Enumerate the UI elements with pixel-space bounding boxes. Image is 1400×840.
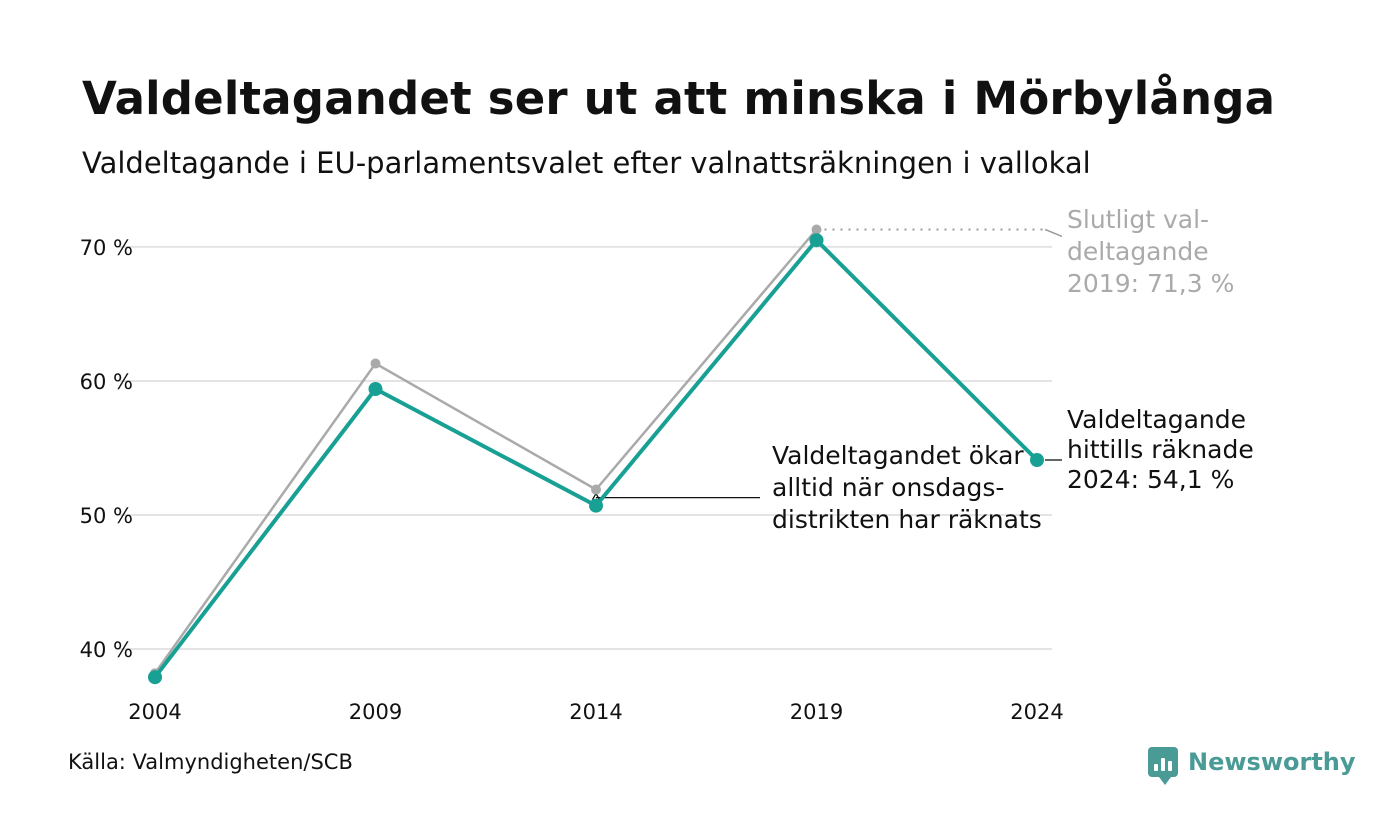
source-note: Källa: Valmyndigheten/SCB — [68, 750, 353, 774]
chart-subtitle: Valdeltagande i EU-parlamentsvalet efter… — [82, 146, 1091, 180]
final-2019-leader — [1044, 228, 1063, 238]
annotation-final-2019: Slutligt val-deltagande 2019: 71,3 % — [1067, 205, 1234, 298]
annotation-current-2024: Valdeltagande hittills räknade 2024: 54,1 … — [1067, 405, 1254, 494]
y-axis: 40 % 50 % 60 % 70 % — [80, 236, 133, 662]
point-final-2009 — [370, 358, 381, 369]
chart-title: Valdeltagandet ser ut att minska i Mörby… — [82, 72, 1276, 125]
gridlines — [118, 245, 1052, 651]
point-final-2019 — [811, 224, 822, 235]
point-election-night-2019 — [809, 233, 824, 248]
x-tick-label: 2004 — [128, 700, 181, 724]
y-tick-label: 50 % — [80, 504, 133, 528]
y-tick-label: 40 % — [80, 638, 133, 662]
y-tick-label: 60 % — [80, 370, 133, 394]
point-final-2014 — [591, 484, 601, 495]
annotation-wednesday-districts: Valdeltagandet ökar alltid när onsdags-di… — [772, 441, 1042, 534]
x-tick-label: 2014 — [569, 700, 622, 724]
annotations: Slutligt val-deltagande 2019: 71,3 % Valde… — [772, 205, 1254, 534]
line-chart: 40 % 50 % 60 % 70 % 2004 2009 2014 2019 2024 Sl… — [80, 205, 1254, 724]
point-election-night-2014 — [589, 498, 603, 513]
brand-name: Newsworthy — [1188, 748, 1356, 776]
series-group — [148, 224, 1044, 685]
x-tick-label: 2009 — [349, 700, 402, 724]
point-election-night-2009 — [368, 382, 383, 397]
point-election-night-2024 — [1030, 453, 1044, 468]
y-tick-label: 70 % — [80, 236, 133, 260]
newsworthy-chart-bubble-icon — [1148, 747, 1178, 785]
series-line-final — [153, 228, 818, 674]
x-tick-label: 2024 — [1010, 700, 1063, 724]
x-axis: 2004 2009 2014 2019 2024 — [128, 700, 1063, 724]
x-tick-label: 2019 — [790, 700, 843, 724]
newsworthy-logo: Newsworthy — [1148, 742, 1356, 785]
point-election-night-2004 — [148, 670, 162, 685]
